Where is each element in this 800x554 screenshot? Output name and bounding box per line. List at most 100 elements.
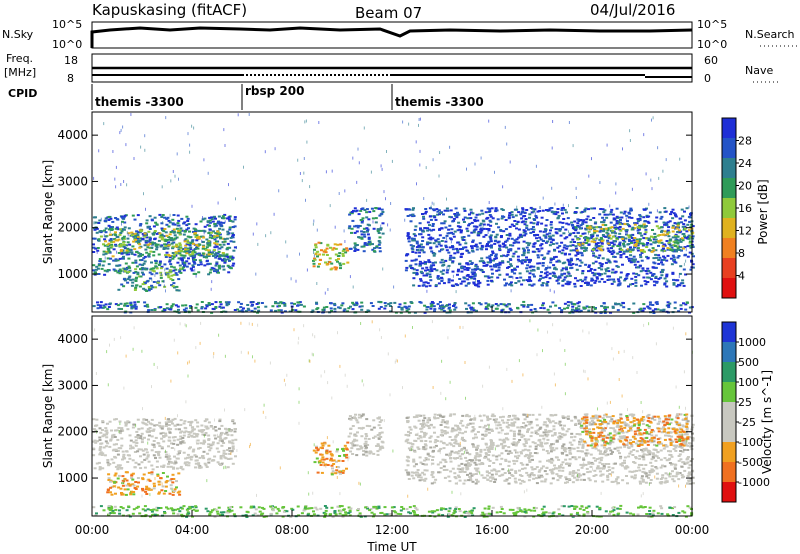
echo-cell [436,275,440,278]
echo-cell [634,281,638,284]
echo-cell [600,227,604,230]
echo-cell [226,433,230,436]
echo-cell [372,419,376,422]
noise-cell [191,204,193,208]
echo-cell [215,243,219,246]
echo-cell [480,209,484,212]
noise-cell [237,113,239,117]
noise-cell [380,164,382,168]
echo-cell [584,282,587,284]
echo-cell [625,274,629,277]
echo-cell [631,233,635,236]
echo-cell [134,261,138,264]
echo-cell [92,251,96,253]
echo-cell [662,426,666,429]
echo-cell [413,259,417,262]
echo-cell [411,251,415,253]
echo-cell [668,472,672,475]
echo-cell [611,451,614,454]
echo-cell [592,217,596,219]
echo-cell [586,215,590,218]
echo-cell [312,265,316,268]
echo-cell [652,312,656,314]
echo-cell [421,249,425,252]
echo-cell [154,451,158,453]
echo-cell [318,253,322,256]
echo-cell [673,258,676,261]
echo-cell [508,450,512,453]
echo-cell [344,251,348,254]
echo-cell [338,262,342,265]
noise-cell [442,278,444,282]
echo-cell [188,244,192,247]
noise-cell [509,160,511,164]
echo-cell [375,245,379,248]
echo-cell [666,221,670,224]
colorbar-tick-label: 8 [738,247,745,260]
echo-cell [182,222,186,225]
colorbar-segment [722,178,736,198]
echo-cell [595,277,599,280]
echo-cell [496,304,500,307]
echo-cell [624,237,628,240]
echo-cell [671,236,675,239]
echo-cell [462,218,465,221]
echo-cell [360,446,364,449]
echo-cell [563,237,567,240]
echo-cell [94,441,98,444]
echo-cell [483,275,487,278]
echo-cell [429,305,433,308]
echo-cell [150,435,154,438]
echo-cell [601,480,605,483]
echo-cell [615,237,619,240]
echo-cell [143,267,147,270]
echo-cell [471,249,474,252]
echo-cell [643,280,647,283]
echo-cell [355,454,359,457]
echo-cell [600,263,604,266]
echo-cell [656,308,660,311]
echo-cell [147,460,151,463]
echo-cell [573,303,577,306]
echo-cell [436,276,440,279]
echo-cell [676,224,680,227]
echo-cell [182,434,186,437]
echo-cell [557,214,561,217]
echo-cell [233,246,237,249]
echo-cell [462,239,466,241]
echo-cell [516,255,520,258]
echo-cell [426,241,430,244]
echo-cell [183,420,187,423]
echo-cell [536,248,540,251]
echo-cell [110,429,113,432]
echo-cell [452,256,456,259]
echo-cell [397,306,401,308]
echo-cell [341,250,345,253]
echo-cell [96,440,100,443]
echo-cell [655,216,659,219]
echo-cell [539,244,543,247]
echo-cell [360,237,364,240]
echo-cell [182,233,186,236]
freq-tick-low: 8 [67,72,74,85]
echo-cell [563,416,567,419]
echo-cell [172,255,176,258]
echo-cell [619,256,623,259]
echo-cell [134,444,138,447]
echo-cell [166,274,170,277]
echo-cell [565,222,569,225]
echo-cell [171,473,175,476]
echo-cell [640,448,643,451]
echo-cell [360,435,364,438]
echo-cell [219,236,223,239]
echo-cell [175,480,178,483]
echo-cell [475,248,479,251]
echo-cell [494,253,498,256]
echo-cell [633,246,636,249]
echo-cell [208,243,212,246]
echo-cell [239,302,243,305]
echo-cell [155,272,159,275]
echo-cell [176,222,180,225]
echo-cell [405,254,408,257]
echo-cell [128,248,132,251]
